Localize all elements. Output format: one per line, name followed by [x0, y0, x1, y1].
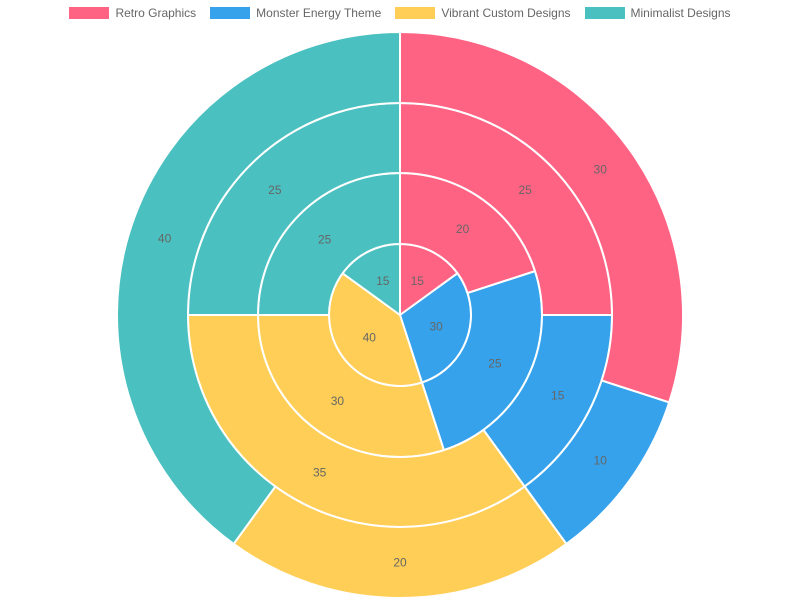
data-label-ring-2-segment-4: 25: [318, 233, 332, 247]
legend: Retro Graphics Monster Energy Theme Vibr…: [0, 6, 800, 20]
legend-item-minimalist-designs[interactable]: Minimalist Designs: [584, 6, 731, 20]
legend-swatch: [69, 7, 110, 19]
data-label-ring-2-segment-3: 30: [331, 394, 345, 408]
data-label-ring-1-segment-2: 30: [429, 320, 443, 334]
legend-item-retro-graphics[interactable]: Retro Graphics: [69, 6, 196, 20]
data-label-ring-1-segment-4: 15: [376, 274, 390, 288]
ring-4-segment-4[interactable]: [116, 30, 401, 546]
legend-label: Retro Graphics: [115, 6, 197, 20]
data-label-ring-3-segment-3: 35: [313, 466, 327, 480]
data-label-ring-4-segment-4: 40: [158, 232, 172, 246]
data-label-ring-1-segment-3: 40: [363, 330, 377, 344]
ring-4-segment-1[interactable]: [399, 30, 684, 404]
data-label-ring-1-segment-1: 15: [411, 274, 425, 288]
data-label-ring-3-segment-4: 25: [268, 183, 282, 197]
data-label-ring-4-segment-3: 20: [393, 556, 407, 570]
legend-item-monster-energy-theme[interactable]: Monster Energy Theme: [210, 6, 381, 20]
data-label-ring-2-segment-1: 20: [456, 222, 470, 236]
data-label-ring-4-segment-2: 10: [594, 453, 608, 467]
legend-label: Minimalist Designs: [630, 6, 731, 20]
legend-label: Vibrant Custom Designs: [441, 6, 571, 20]
legend-swatch: [210, 7, 251, 19]
legend-swatch: [395, 7, 436, 19]
legend-swatch: [584, 7, 625, 19]
legend-label: Monster Energy Theme: [256, 6, 382, 20]
legend-item-vibrant-custom-designs[interactable]: Vibrant Custom Designs: [395, 6, 571, 20]
data-label-ring-4-segment-1: 30: [594, 163, 608, 177]
data-label-ring-3-segment-2: 15: [551, 388, 565, 402]
data-label-ring-3-segment-1: 25: [518, 183, 532, 197]
data-label-ring-2-segment-2: 25: [488, 356, 502, 370]
